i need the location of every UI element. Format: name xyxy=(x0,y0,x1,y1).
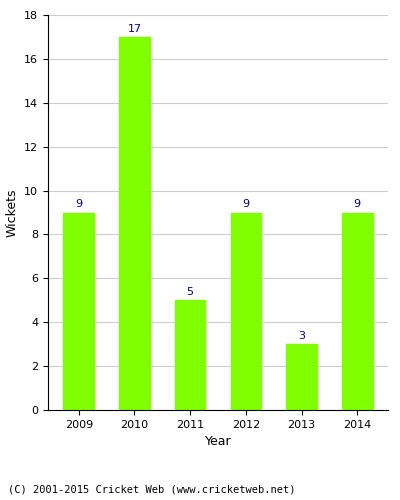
Text: (C) 2001-2015 Cricket Web (www.cricketweb.net): (C) 2001-2015 Cricket Web (www.cricketwe… xyxy=(8,485,296,495)
Text: 9: 9 xyxy=(354,199,361,209)
Text: 9: 9 xyxy=(242,199,250,209)
Bar xyxy=(342,212,372,410)
Bar xyxy=(175,300,206,410)
Text: 3: 3 xyxy=(298,331,305,341)
Y-axis label: Wickets: Wickets xyxy=(6,188,18,237)
Text: 9: 9 xyxy=(75,199,82,209)
Bar xyxy=(230,212,261,410)
Bar xyxy=(119,37,150,410)
Text: 5: 5 xyxy=(187,287,194,297)
Bar xyxy=(64,212,94,410)
Text: 17: 17 xyxy=(127,24,142,34)
X-axis label: Year: Year xyxy=(205,436,231,448)
Bar xyxy=(286,344,317,410)
